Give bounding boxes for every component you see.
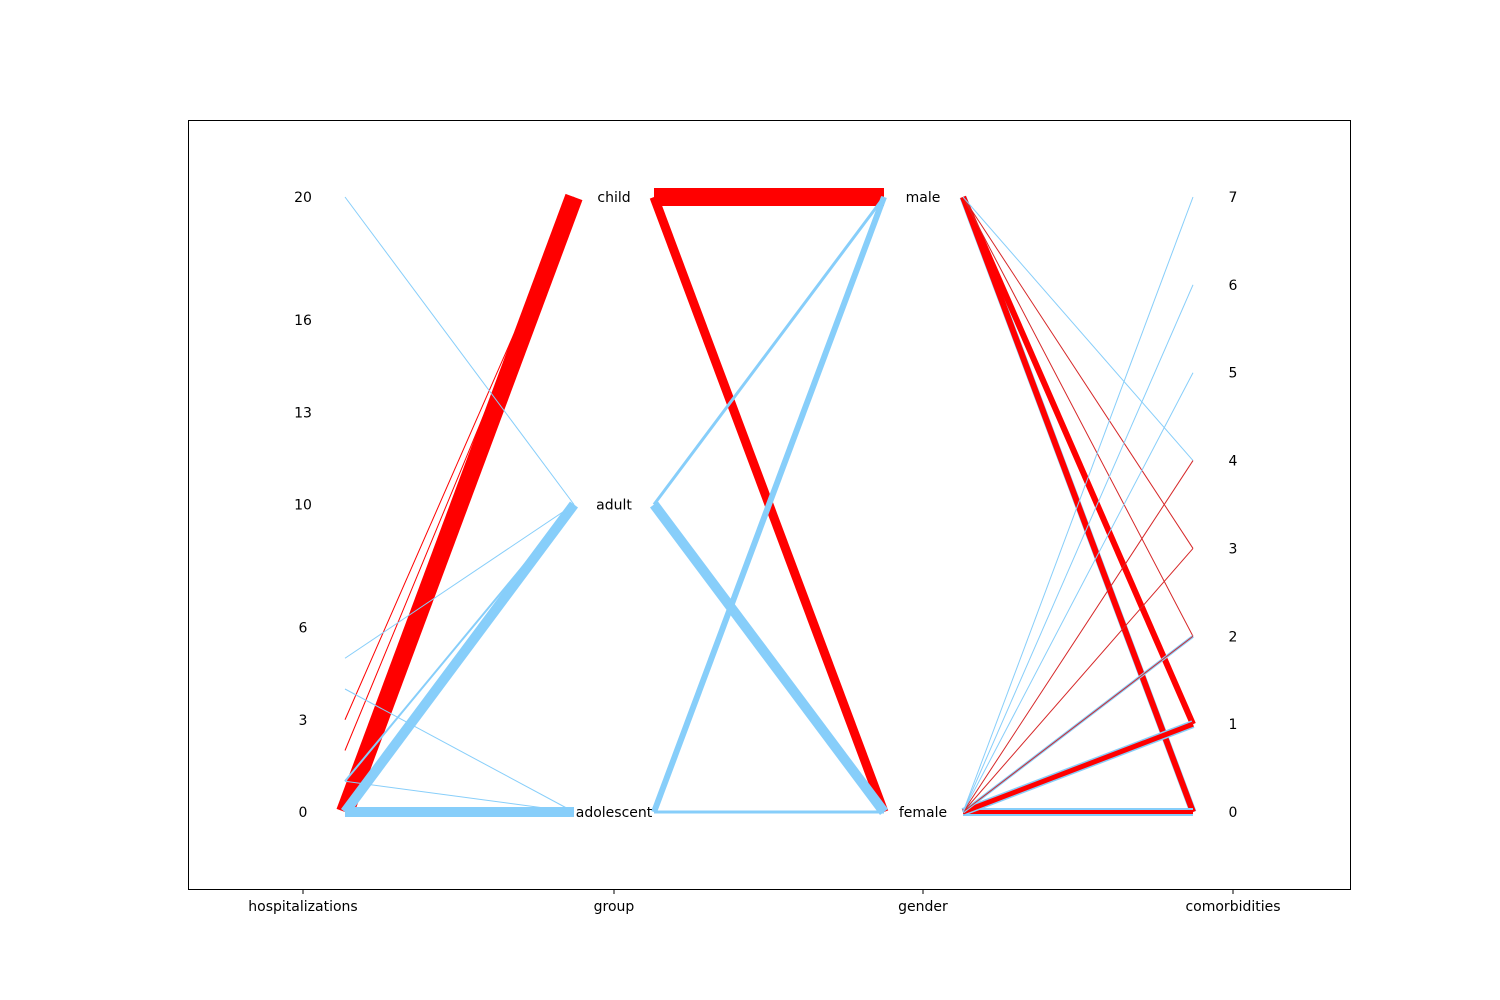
ribbon-gender-female-to-1 xyxy=(962,721,1194,815)
tick-label-hospitalizations-10: 10 xyxy=(294,498,312,514)
tick-label-group-adolescent: adolescent xyxy=(576,805,653,821)
tick-label-gender-female: female xyxy=(899,805,947,821)
tick-label-group-child: child xyxy=(597,190,630,206)
ribbon-gender-female-to-6 xyxy=(962,284,1194,813)
ribbon-gender-male-to-1 xyxy=(960,195,1196,726)
axis-label-layer: hospitalizations group gender comorbidities xyxy=(248,890,1281,915)
tick-label-hospitalizations-6: 6 xyxy=(299,621,308,637)
tick-label-group-adult: adult xyxy=(596,498,632,514)
ribbon-hospitalizations-0-to-adult xyxy=(340,501,579,815)
tick-label-comorbidities-5: 5 xyxy=(1229,366,1238,382)
ribbon-hospitalizations-1-to-adult xyxy=(344,503,575,782)
tick-label-hospitalizations-0: 0 xyxy=(299,805,308,821)
ribbon-gender-female-to-2 xyxy=(962,635,1194,813)
ribbon-gender-male-to-4 xyxy=(962,196,1194,461)
ribbon-gender-female-to-4 xyxy=(962,460,1194,813)
tick-label-hospitalizations-16: 16 xyxy=(294,313,312,329)
tick-label-hospitalizations-20: 20 xyxy=(294,190,312,206)
ribbon-group-adult-to-female xyxy=(649,501,889,815)
ribbon-gender-female-to-3 xyxy=(962,548,1194,813)
tick-label-comorbidities-6: 6 xyxy=(1229,278,1238,294)
tick-label-hospitalizations-3: 3 xyxy=(299,713,308,729)
tick-label-comorbidities-3: 3 xyxy=(1229,541,1238,557)
ribbon-gender-male-to-2 xyxy=(962,196,1194,637)
ribbon-gender-female-to-5 xyxy=(962,372,1194,813)
ribbon-layer xyxy=(336,188,1197,817)
ribbon-hospitalizations-2-to-child xyxy=(344,196,575,751)
tick-label-comorbidities-1: 1 xyxy=(1229,717,1238,733)
tick-label-comorbidities-0: 0 xyxy=(1229,805,1238,821)
ribbon-gender-male-to-3 xyxy=(962,196,1194,549)
ribbon-hospitalizations-1-to-adolescent xyxy=(344,780,575,813)
ribbon-hospitalizations-5-to-adult xyxy=(344,504,575,659)
plot-frame xyxy=(188,120,1351,890)
axis-label-hospitalizations: hospitalizations xyxy=(248,899,357,915)
tick-label-hospitalizations-13: 13 xyxy=(294,405,312,421)
ribbon-hospitalizations-20-to-adult xyxy=(344,196,575,505)
axis-label-gender: gender xyxy=(898,899,948,915)
tick-label-comorbidities-7: 7 xyxy=(1229,190,1238,206)
tick-label-gender-male: male xyxy=(906,190,941,206)
ribbon-hospitalizations-4-to-adolescent xyxy=(344,688,575,813)
tick-label-layer: 03610131620adolescentadultchildfemalemal… xyxy=(294,190,1237,821)
tick-label-comorbidities-4: 4 xyxy=(1229,454,1238,470)
axis-label-comorbidities: comorbidities xyxy=(1185,899,1280,915)
ribbon-group-adolescent-to-male xyxy=(651,195,887,814)
ribbon-gender-female-to-7 xyxy=(962,196,1194,813)
ribbon-group-adult-to-male xyxy=(652,196,886,506)
axis-label-group: group xyxy=(594,899,635,915)
tick-label-comorbidities-2: 2 xyxy=(1229,629,1238,645)
